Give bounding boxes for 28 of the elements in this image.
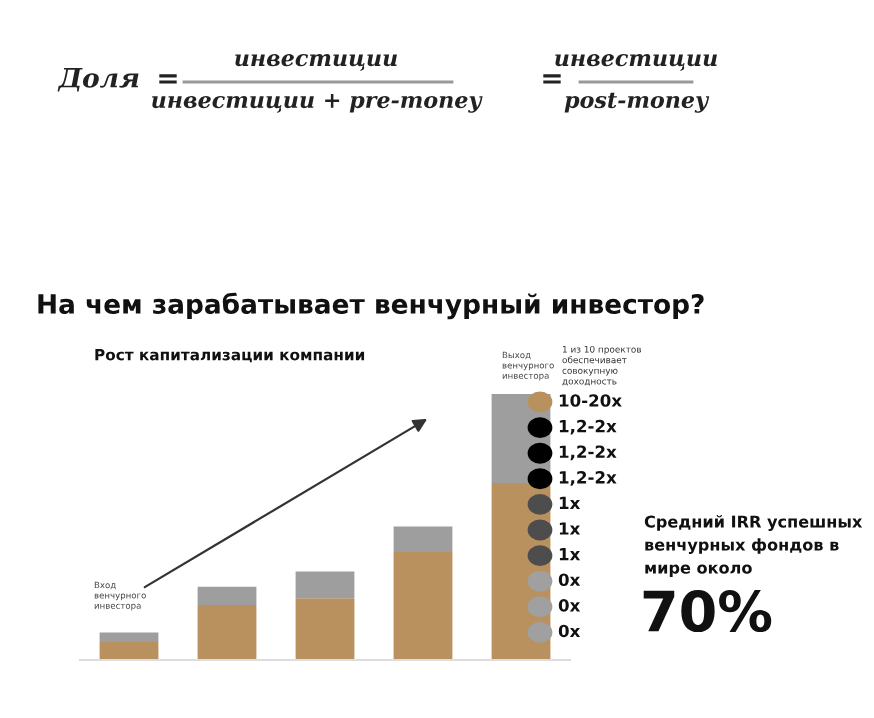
annotation: 1x: [559, 522, 581, 535]
text: Доля: [57, 68, 139, 92]
text: 70%: [643, 590, 772, 633]
annotation: 0x: [558, 573, 581, 587]
bar: [295, 598, 355, 660]
bar: [197, 604, 257, 660]
text: инвестиции: [555, 54, 717, 71]
annotation: 1x: [559, 548, 581, 561]
annotation: 0x: [558, 599, 581, 612]
bar: [99, 641, 159, 660]
annotation: 0x: [558, 624, 581, 638]
text: =: [543, 74, 561, 84]
text: post-money: [564, 92, 710, 113]
annotation: 1,2-2x: [559, 471, 617, 486]
text: инвестиции + pre-money: [152, 93, 483, 113]
annotation: 10-20x: [559, 394, 622, 407]
text: Средний IRR успешных венчурных фондов в мире около: [644, 515, 863, 577]
bar: [99, 632, 159, 642]
text: =: [159, 74, 177, 84]
text: инвестиции: [235, 54, 397, 71]
bar: [393, 552, 453, 660]
annotation: 1,2-2x: [559, 419, 617, 435]
bar: [197, 586, 257, 605]
annotation: 1x: [559, 496, 581, 509]
bar: [393, 526, 453, 552]
annotation: 1,2-2x: [559, 445, 617, 461]
chart-title: На чем зарабатывает венчурный инвестор?: [38, 292, 704, 320]
bar: [295, 571, 355, 599]
